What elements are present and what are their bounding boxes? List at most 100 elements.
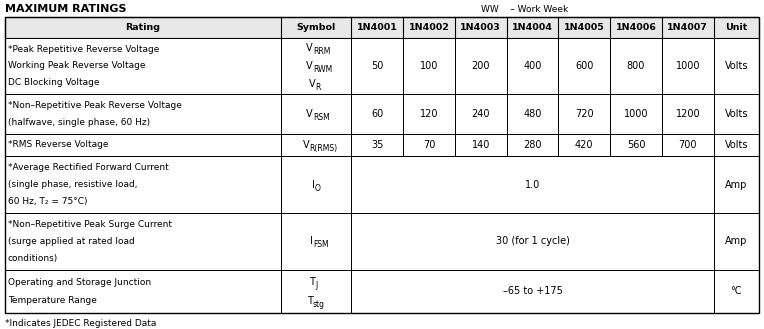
Text: RWM: RWM <box>312 65 332 74</box>
Text: Volts: Volts <box>724 109 748 119</box>
Bar <box>610 94 662 134</box>
Text: 240: 240 <box>471 109 490 119</box>
Bar <box>558 134 610 156</box>
Bar <box>403 134 455 156</box>
Text: Amp: Amp <box>725 180 747 190</box>
Bar <box>714 270 759 313</box>
Text: stg: stg <box>312 300 325 309</box>
Bar <box>351 156 714 213</box>
Bar <box>610 38 662 94</box>
Text: 35: 35 <box>371 140 384 150</box>
Text: 60: 60 <box>371 109 384 119</box>
Text: 1N4004: 1N4004 <box>512 23 553 32</box>
Text: 1000: 1000 <box>675 61 700 71</box>
Text: conditions): conditions) <box>8 254 58 263</box>
Text: 70: 70 <box>422 140 435 150</box>
Text: Unit: Unit <box>725 23 747 32</box>
Bar <box>5 156 281 213</box>
Bar <box>558 94 610 134</box>
Bar <box>403 38 455 94</box>
Text: RSM: RSM <box>312 113 329 122</box>
Text: 1N4006: 1N4006 <box>616 23 656 32</box>
Text: (surge applied at rated load: (surge applied at rated load <box>8 237 134 246</box>
Bar <box>281 38 351 94</box>
Text: V: V <box>306 43 312 53</box>
Text: MAXIMUM RATINGS: MAXIMUM RATINGS <box>5 4 127 13</box>
Text: 60 Hz, T₂ = 75°C): 60 Hz, T₂ = 75°C) <box>8 197 88 206</box>
Text: 600: 600 <box>575 61 594 71</box>
Bar <box>351 94 403 134</box>
Text: *RMS Reverse Voltage: *RMS Reverse Voltage <box>8 140 108 149</box>
Bar <box>5 17 759 313</box>
Bar <box>610 134 662 156</box>
Bar <box>714 213 759 270</box>
Bar <box>351 38 403 94</box>
Bar <box>662 38 714 94</box>
Text: 140: 140 <box>471 140 490 150</box>
Bar <box>507 134 558 156</box>
Text: V: V <box>303 140 309 150</box>
Text: R: R <box>315 83 320 91</box>
Bar <box>351 134 403 156</box>
Bar <box>403 94 455 134</box>
Text: O: O <box>315 184 321 192</box>
Text: (halfwave, single phase, 60 Hz): (halfwave, single phase, 60 Hz) <box>8 118 150 127</box>
Text: WW    – Work Week: WW – Work Week <box>481 5 568 14</box>
Text: Volts: Volts <box>724 140 748 150</box>
Text: Amp: Amp <box>725 236 747 246</box>
Text: T: T <box>307 296 312 306</box>
Bar <box>714 94 759 134</box>
Text: Volts: Volts <box>724 61 748 71</box>
Bar <box>281 213 351 270</box>
Bar <box>455 38 507 94</box>
Bar <box>662 94 714 134</box>
Bar <box>558 38 610 94</box>
Text: (single phase, resistive load,: (single phase, resistive load, <box>8 180 138 189</box>
Bar <box>5 94 281 134</box>
Text: 1.0: 1.0 <box>525 180 540 190</box>
Text: V: V <box>306 61 312 71</box>
Bar <box>5 270 281 313</box>
Text: 1N4001: 1N4001 <box>357 23 397 32</box>
Bar <box>455 94 507 134</box>
Text: –65 to +175: –65 to +175 <box>503 286 562 296</box>
Text: I: I <box>310 236 312 246</box>
Text: *Peak Repetitive Reverse Voltage: *Peak Repetitive Reverse Voltage <box>8 45 160 54</box>
Text: V: V <box>309 79 315 89</box>
Text: *Non–Repetitive Peak Surge Current: *Non–Repetitive Peak Surge Current <box>8 220 172 229</box>
Bar <box>351 270 714 313</box>
Bar <box>507 38 558 94</box>
Bar <box>281 156 351 213</box>
Text: 480: 480 <box>523 109 542 119</box>
Bar <box>351 213 714 270</box>
Text: R(RMS): R(RMS) <box>309 144 338 153</box>
Text: 1N4003: 1N4003 <box>461 23 501 32</box>
Text: 800: 800 <box>626 61 646 71</box>
Bar <box>714 156 759 213</box>
Text: Operating and Storage Junction: Operating and Storage Junction <box>8 278 151 287</box>
Bar <box>5 134 281 156</box>
Text: I: I <box>312 180 315 190</box>
Text: T: T <box>309 276 315 287</box>
Text: 100: 100 <box>419 61 438 71</box>
Text: DC Blocking Voltage: DC Blocking Voltage <box>8 78 99 88</box>
Bar <box>281 270 351 313</box>
Text: *Indicates JEDEC Registered Data: *Indicates JEDEC Registered Data <box>5 318 157 327</box>
Text: *Average Rectified Forward Current: *Average Rectified Forward Current <box>8 163 169 172</box>
Bar <box>662 134 714 156</box>
Text: 1000: 1000 <box>623 109 649 119</box>
Bar <box>714 134 759 156</box>
Text: 1N4007: 1N4007 <box>668 23 708 32</box>
Text: V: V <box>306 109 312 119</box>
Text: Working Peak Reverse Voltage: Working Peak Reverse Voltage <box>8 62 145 70</box>
Bar <box>5 17 759 38</box>
Text: 560: 560 <box>626 140 646 150</box>
Bar <box>455 134 507 156</box>
Text: *Non–Repetitive Peak Reverse Voltage: *Non–Repetitive Peak Reverse Voltage <box>8 101 182 110</box>
Text: Rating: Rating <box>125 23 160 32</box>
Bar <box>5 213 281 270</box>
Bar <box>281 134 351 156</box>
Text: J: J <box>315 281 317 290</box>
Text: 1N4002: 1N4002 <box>409 23 449 32</box>
Text: 700: 700 <box>678 140 697 150</box>
